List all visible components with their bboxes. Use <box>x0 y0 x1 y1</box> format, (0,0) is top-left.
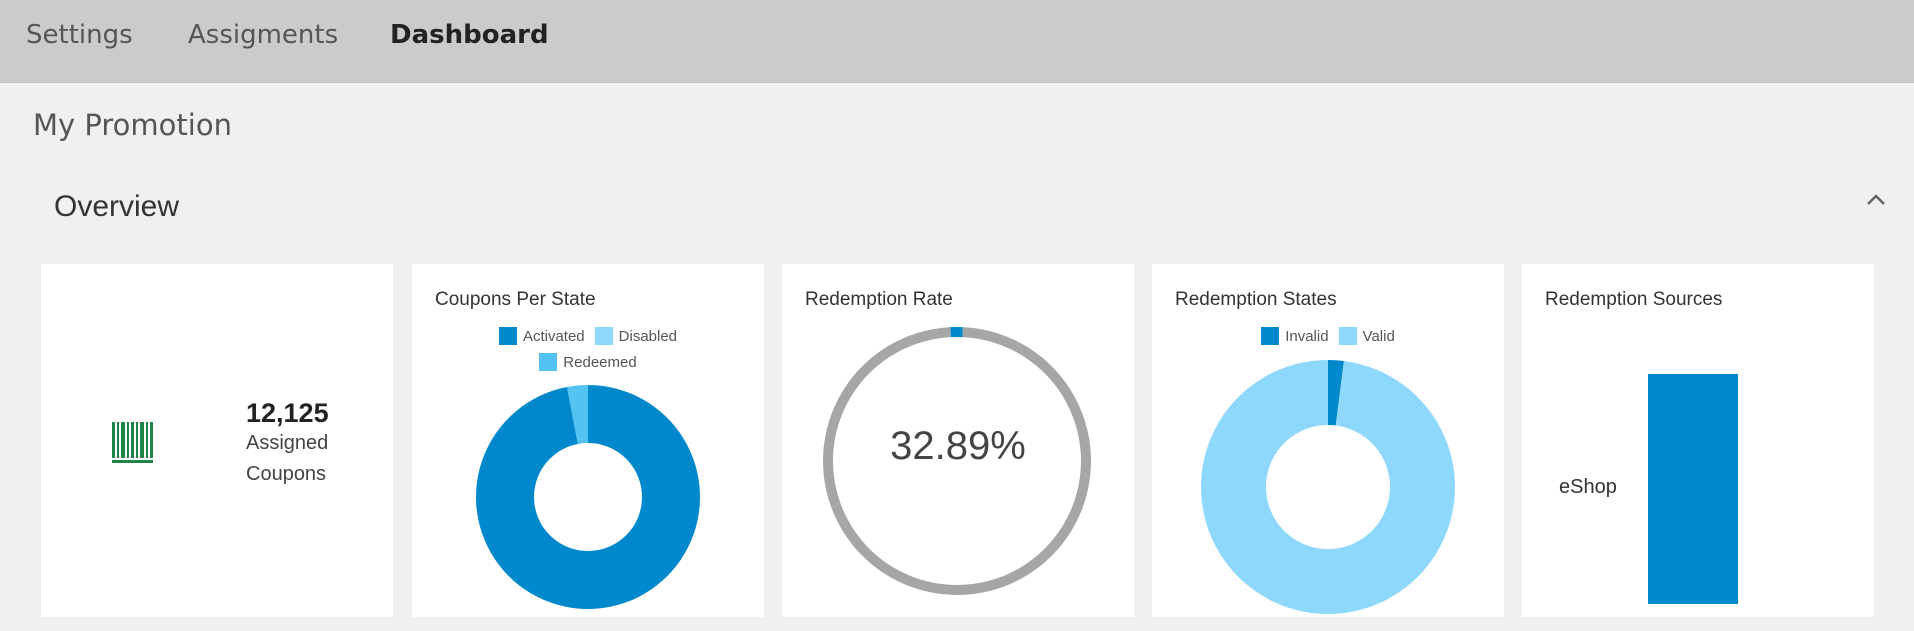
legend-swatch <box>539 353 558 371</box>
donut-slice-redeemed[interactable] <box>567 385 588 444</box>
legend-item-redeemed[interactable]: Redeemed <box>539 353 637 371</box>
card-title: Redemption Rate <box>805 289 953 310</box>
top-nav: Settings Assigments Dashboard <box>0 0 1914 83</box>
redemption-sources-card: Redemption Sources eShop <box>1522 264 1874 617</box>
legend-item-activated[interactable]: Activated <box>498 327 585 345</box>
redemption-rate-value: 32.89% <box>890 424 1026 468</box>
card-title: Redemption States <box>1175 289 1337 310</box>
legend-label: Invalid <box>1285 327 1329 345</box>
legend: Invalid Valid <box>1152 327 1504 345</box>
assigned-coupons-card: 12,125 Assigned Coupons <box>41 264 393 617</box>
redemption-rate-gauge <box>823 327 1091 595</box>
legend-swatch <box>594 327 613 345</box>
donut-slice-valid[interactable] <box>1201 360 1455 614</box>
bar-label-eshop: eShop <box>1559 476 1617 498</box>
tab-settings[interactable]: Settings <box>26 20 133 50</box>
page-title: My Promotion <box>33 108 232 142</box>
coupons-per-state-donut <box>475 385 700 609</box>
legend-label: Activated <box>522 327 585 345</box>
donut-slice-invalid[interactable] <box>1328 360 1344 426</box>
legend-label: Valid <box>1362 327 1395 345</box>
legend-swatch <box>1338 327 1357 345</box>
chevron-up-icon[interactable] <box>1862 186 1890 214</box>
redemption-sources-bar-chart <box>1648 374 1738 604</box>
barcode-icon <box>112 422 153 463</box>
legend-row-2: Redeemed <box>412 353 764 371</box>
assigned-coupons-count: 12,125 <box>246 398 329 428</box>
assigned-label: Assigned <box>246 432 329 454</box>
donut-slice-redeemed[interactable] <box>950 327 963 338</box>
coupons-per-state-card: Coupons Per State Activated Disabled Red… <box>412 264 764 617</box>
coupons-label: Coupons <box>246 463 327 485</box>
redemption-states-donut <box>1201 360 1455 614</box>
card-title: Redemption Sources <box>1545 289 1723 310</box>
section-title: Overview <box>54 190 180 223</box>
redemption-states-card: Redemption States Invalid Valid <box>1152 264 1504 617</box>
legend-label: Redeemed <box>563 353 637 371</box>
tab-assignments[interactable]: Assigments <box>188 20 339 50</box>
legend-swatch <box>498 327 517 345</box>
legend-item-invalid[interactable]: Invalid <box>1261 327 1329 345</box>
legend-label: Disabled <box>618 327 678 345</box>
legend-item-disabled[interactable]: Disabled <box>594 327 678 345</box>
tab-dashboard[interactable]: Dashboard <box>390 20 549 50</box>
legend: Activated Disabled <box>412 327 764 345</box>
donut-slice-activated[interactable] <box>475 385 700 609</box>
legend-item-valid[interactable]: Valid <box>1338 327 1395 345</box>
legend-swatch <box>1261 327 1280 345</box>
card-title: Coupons Per State <box>435 289 596 310</box>
redemption-rate-card: Redemption Rate 32.89% <box>782 264 1134 617</box>
bar-eshop[interactable] <box>1648 374 1738 604</box>
